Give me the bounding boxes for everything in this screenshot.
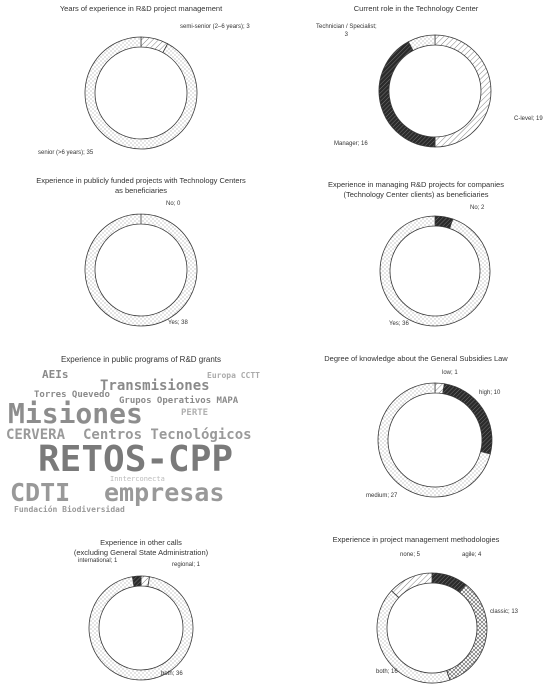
slice-semi-senior-2-6-years [140,36,169,54]
slice-manager [378,41,436,148]
donut-chart [84,213,198,327]
slice-label: high; 10 [479,390,501,396]
word-empresas: empresas [104,478,225,507]
wordcloud-title: Experience in public programs of R&D gra… [60,355,222,364]
slice-label: No; 0 [166,201,181,207]
slice-label: senior (>6 years); 35 [38,150,94,156]
chart-panel-public-projects: Experience in publicly funded projects w… [0,170,282,346]
chart-panel-experience-years: Years of experience in R&D project manag… [0,0,282,170]
slice-agile [431,572,467,594]
slice-none [390,572,433,599]
chart-title: Experience in project management methodo… [332,535,500,544]
word-fundacion-biodiversidad: Fundación Biodiversidad [14,505,125,514]
donut-chart [377,382,493,498]
word-aeis: AEIs [42,368,69,381]
chart-panel-other-calls: Experience in other calls (excluding Gen… [0,522,282,692]
slice-label: Yes; 38 [168,320,188,326]
word-centros-tecnologicos: Centros Tecnológicos [83,427,252,443]
slice-label: C-level; 19 [514,116,543,122]
chart-panel-current-role: Current role in the Technology Center Te… [282,0,550,170]
donut-chart [84,36,198,150]
wordcloud [0,346,282,522]
donut-chart [376,572,488,684]
slice-label: Technician / Specialist; 3 [316,24,377,38]
slice-label: Manager; 16 [334,141,368,147]
slice-classic [446,584,488,681]
slice-yes [84,213,198,327]
chart-title: Degree of knowledge about the General Su… [324,354,508,363]
chart-panel-methodologies: Experience in project management methodo… [282,522,550,692]
word-cervera: CERVERA [6,427,66,443]
slice-label: Yes; 36 [389,321,409,327]
slice-label: none; 5 [400,552,421,558]
chart-panel-company-projects: Experience in managing R&D projects for … [282,170,550,346]
slice-label: classic; 13 [490,609,519,615]
donut-chart [379,215,491,327]
donut-chart [378,34,492,148]
slice-label: both; 16 [376,669,398,675]
slice-c-level [434,34,492,148]
word-transmisiones: Transmisiones [100,378,210,394]
word-innterconecta: Innterconecta [110,475,165,483]
slice-international [131,575,142,588]
chart-panel-subsidies-law: Degree of knowledge about the General Su… [282,346,550,522]
slice-both [88,576,194,681]
donut-chart [88,575,194,681]
word-misiones: Misiones [8,397,143,430]
slice-label: agile; 4 [462,552,482,558]
slice-technician-specialist [407,34,436,52]
chart-title: Experience in managing R&D projects for … [328,180,504,199]
word-grupos-operativos: Grupos Operativos MAPA [119,396,239,406]
slice-medium [377,382,491,498]
slice-label: both; 36 [161,671,183,677]
slice-label: No; 2 [470,205,485,211]
word-retos-cpp: RETOS-CPP [38,439,234,480]
word-europa-cctt: Europa CCTT [207,371,260,380]
slice-label: medium; 27 [366,493,398,499]
word-torres-quevedo: Torres Quevedo [34,390,110,400]
slice-label: international; 1 [78,558,118,564]
chart-title: Years of experience in R&D project manag… [59,4,223,13]
slice-yes [379,215,491,327]
slice-senior-6-years [84,36,198,150]
slice-label: semi-senior (2–6 years); 3 [180,24,250,30]
chart-title: Experience in other calls (excluding Gen… [73,538,209,557]
chart-title: Experience in publicly funded projects w… [36,176,246,195]
word-cdti: CDTI [10,478,71,507]
slice-label: regional; 1 [172,562,201,568]
chart-title: Current role in the Technology Center [353,4,479,13]
word-perte: PERTE [181,408,209,418]
slice-label: low; 1 [442,370,458,376]
